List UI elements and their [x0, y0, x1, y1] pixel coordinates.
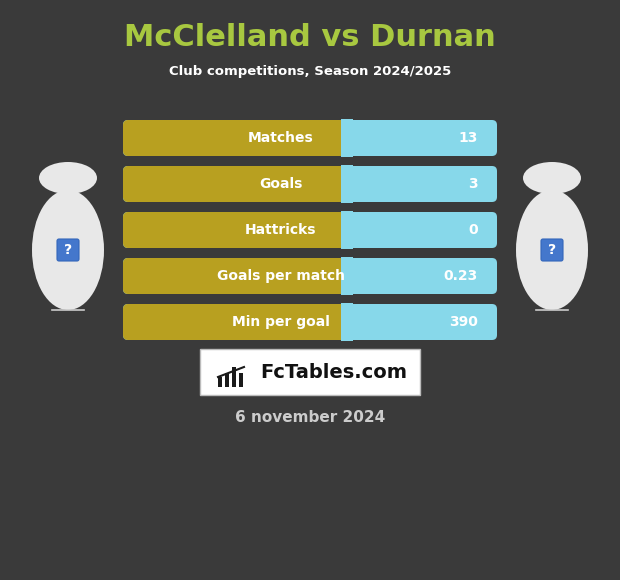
FancyBboxPatch shape — [123, 258, 497, 294]
FancyBboxPatch shape — [123, 166, 497, 202]
Text: 3: 3 — [468, 177, 478, 191]
FancyBboxPatch shape — [123, 304, 352, 340]
Text: ?: ? — [64, 243, 72, 257]
Bar — [342, 303, 353, 341]
Bar — [342, 211, 353, 249]
Text: 13: 13 — [459, 131, 478, 145]
Bar — [232, 367, 236, 387]
FancyBboxPatch shape — [200, 349, 420, 395]
Ellipse shape — [39, 162, 97, 194]
Text: Matches: Matches — [248, 131, 314, 145]
Bar — [225, 373, 229, 387]
FancyBboxPatch shape — [123, 166, 352, 202]
Text: Club competitions, Season 2024/2025: Club competitions, Season 2024/2025 — [169, 66, 451, 78]
Text: Goals per match: Goals per match — [217, 269, 345, 283]
Bar — [342, 165, 353, 203]
Bar — [342, 119, 353, 157]
Text: 390: 390 — [449, 315, 478, 329]
Text: FcTables.com: FcTables.com — [260, 362, 407, 382]
Text: Min per goal: Min per goal — [232, 315, 330, 329]
Bar — [218, 377, 222, 387]
FancyBboxPatch shape — [123, 120, 352, 156]
FancyBboxPatch shape — [123, 258, 352, 294]
FancyBboxPatch shape — [123, 304, 497, 340]
Text: ?: ? — [548, 243, 556, 257]
Text: McClelland vs Durnan: McClelland vs Durnan — [124, 23, 496, 52]
FancyBboxPatch shape — [541, 239, 563, 261]
Bar — [342, 257, 353, 295]
FancyBboxPatch shape — [57, 239, 79, 261]
Text: 0: 0 — [468, 223, 478, 237]
Text: Hattricks: Hattricks — [245, 223, 317, 237]
Ellipse shape — [516, 190, 588, 310]
FancyBboxPatch shape — [123, 212, 497, 248]
Text: 0.23: 0.23 — [444, 269, 478, 283]
Ellipse shape — [32, 190, 104, 310]
Ellipse shape — [523, 162, 581, 194]
FancyBboxPatch shape — [123, 212, 352, 248]
Bar — [239, 373, 243, 387]
Text: Goals: Goals — [259, 177, 303, 191]
FancyBboxPatch shape — [123, 120, 497, 156]
Text: 6 november 2024: 6 november 2024 — [235, 411, 385, 426]
